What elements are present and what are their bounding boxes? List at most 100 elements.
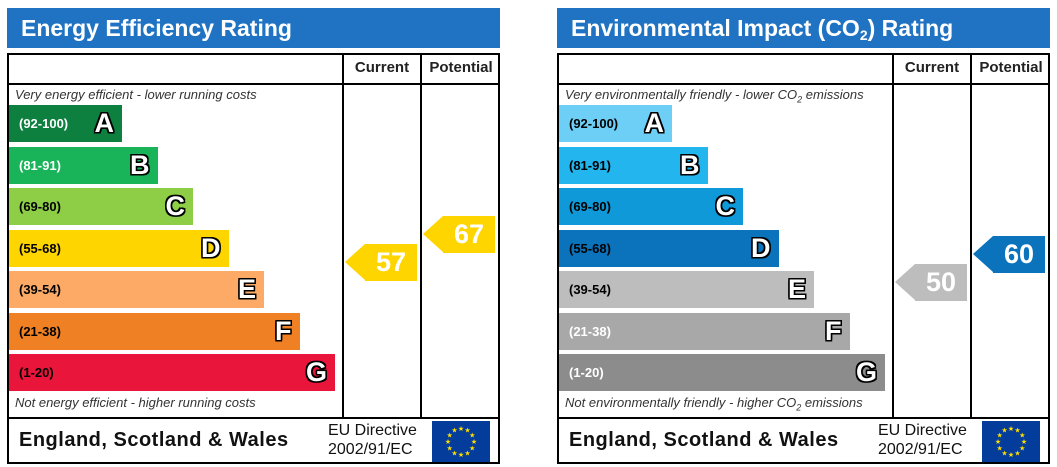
footer-region: England, Scotland & Wales — [569, 429, 839, 451]
band-range: (81-91) — [19, 157, 61, 173]
energy-efficiency-panel: Energy Efficiency Rating Current Potenti… — [7, 8, 500, 464]
divider — [420, 55, 422, 419]
divider — [559, 417, 1050, 419]
column-header-potential: Potential — [979, 59, 1043, 76]
potential-rating-arrow: 67 — [423, 215, 495, 253]
rating-grid: Current Potential Very energy efficient … — [7, 53, 500, 464]
potential-rating-arrow: 60 — [973, 235, 1045, 273]
divider — [9, 83, 500, 85]
top-caption: Very environmentally friendly - lower CO… — [565, 87, 864, 105]
environmental-impact-panel: Environmental Impact (CO2) Rating Curren… — [557, 8, 1050, 464]
band-letter: D — [751, 232, 771, 263]
eu-directive-line1: EU Directive — [328, 422, 417, 439]
current-rating-value: 50 — [915, 264, 967, 302]
eu-star-icon: ★ — [1019, 432, 1025, 440]
eu-star-icon: ★ — [458, 425, 464, 433]
divider — [892, 55, 894, 419]
band-letter: D — [201, 232, 221, 263]
rating-band-g: (1-20) G — [559, 354, 885, 391]
band-letter: B — [680, 149, 700, 180]
rating-band-b: (81-91) B — [9, 146, 158, 184]
eu-star-icon: ★ — [471, 438, 477, 446]
arrow-tip — [345, 244, 365, 281]
rating-band-e: (39-54) E — [9, 271, 264, 308]
band-range: (21-38) — [19, 323, 61, 339]
rating-band-a: (92-100) A — [9, 105, 122, 142]
eu-star-icon: ★ — [451, 449, 457, 457]
eu-star-icon: ★ — [464, 449, 470, 457]
band-letter: A — [94, 108, 115, 138]
eu-star-icon: ★ — [997, 445, 1003, 453]
band-range: (39-54) — [569, 282, 611, 297]
bottom-caption: Not environmentally friendly - higher CO… — [565, 395, 863, 413]
eu-star-icon: ★ — [447, 432, 453, 440]
column-header-current: Current — [904, 59, 960, 76]
eu-star-icon: ★ — [1021, 438, 1027, 446]
footer-region: England, Scotland & Wales — [19, 429, 289, 451]
band-letter: E — [237, 274, 256, 304]
band-letter: C — [715, 191, 736, 221]
band-range: (69-80) — [569, 199, 611, 214]
eu-directive: EU Directive 2002/91/EC — [878, 421, 967, 459]
column-header-current: Current — [354, 59, 410, 76]
eu-directive-line1: EU Directive — [878, 422, 967, 439]
band-range: (69-80) — [19, 199, 61, 214]
arrow-tip — [895, 264, 915, 301]
divider — [9, 417, 500, 419]
band-range: (55-68) — [19, 240, 61, 256]
current-rating-arrow: 57 — [345, 244, 417, 282]
eu-star-icon: ★ — [1001, 449, 1007, 457]
chart-title: Energy Efficiency Rating — [7, 8, 500, 48]
eu-star-icon: ★ — [469, 445, 475, 453]
eu-star-icon: ★ — [1008, 451, 1014, 459]
rating-band-b: (81-91) B — [559, 146, 708, 184]
title-subscript: 2 — [859, 27, 868, 43]
top-caption-text: Very environmentally friendly - lower CO — [565, 87, 798, 102]
divider — [559, 83, 1050, 85]
band-range: (81-91) — [569, 157, 611, 173]
band-range: (1-20) — [569, 365, 604, 380]
title-text: Energy Efficiency Rating — [21, 15, 292, 41]
column-header-potential: Potential — [429, 59, 493, 76]
band-range: (21-38) — [569, 323, 611, 339]
divider — [342, 55, 344, 419]
bottom-caption-end: emissions — [801, 395, 863, 410]
eu-star-icon: ★ — [1014, 449, 1020, 457]
top-caption: Very energy efficient - lower running co… — [15, 87, 257, 102]
eu-star-icon: ★ — [447, 445, 453, 453]
rating-band-a: (92-100) A — [559, 105, 672, 142]
band-letter: F — [825, 315, 842, 346]
band-range: (1-20) — [19, 365, 54, 380]
band-letter: B — [130, 149, 150, 180]
rating-grid: Current Potential Very environmentally f… — [557, 53, 1050, 464]
bottom-caption-sub: 2 — [796, 402, 802, 413]
eu-star-icon: ★ — [1014, 427, 1020, 435]
band-range: (92-100) — [569, 116, 619, 131]
chart-title: Environmental Impact (CO2) Rating — [557, 8, 1050, 48]
eu-star-icon: ★ — [1001, 427, 1007, 435]
band-letter: F — [275, 315, 292, 346]
eu-directive: EU Directive 2002/91/EC — [328, 421, 417, 459]
title-text: Environmental Impact (CO — [571, 15, 860, 41]
divider — [970, 55, 972, 419]
eu-star-icon: ★ — [997, 432, 1003, 440]
current-rating-arrow: 50 — [895, 264, 967, 302]
eu-flag-icon: ★ ★ ★ ★ ★ ★ ★ ★ ★ ★ ★ ★ — [982, 421, 1040, 462]
bottom-caption-text: Not environmentally friendly - higher CO — [565, 395, 797, 410]
band-letter: G — [855, 357, 877, 387]
eu-star-icon: ★ — [469, 432, 475, 440]
potential-rating-value: 67 — [443, 215, 495, 253]
band-letter: E — [787, 274, 806, 304]
bottom-caption: Not energy efficient - higher running co… — [15, 395, 256, 410]
top-caption-end: emissions — [802, 87, 864, 102]
eu-star-icon: ★ — [445, 438, 451, 446]
arrow-tip — [973, 235, 993, 272]
rating-band-f: (21-38) F — [9, 312, 300, 350]
band-range: (39-54) — [19, 282, 61, 297]
potential-rating-value: 60 — [993, 235, 1045, 273]
band-range: (55-68) — [569, 240, 611, 256]
eu-directive-line2: 2002/91/EC — [878, 441, 963, 458]
rating-band-g: (1-20) G — [9, 354, 335, 391]
band-range: (92-100) — [19, 116, 69, 131]
eu-star-icon: ★ — [1019, 445, 1025, 453]
